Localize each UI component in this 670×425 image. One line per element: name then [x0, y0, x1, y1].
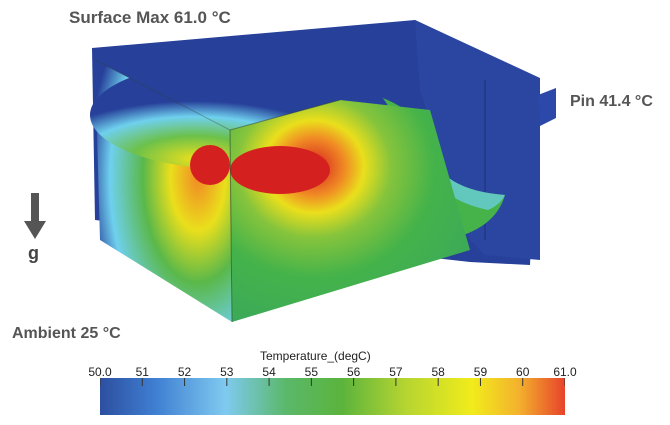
- colorbar-tick-label: 61.0: [553, 365, 577, 379]
- hot-spot-front: [230, 146, 330, 194]
- hot-spot-left: [190, 145, 230, 185]
- right-block: [415, 20, 540, 260]
- colorbar-tick-label: 52: [177, 365, 192, 379]
- colorbar-tick-label: 57: [389, 365, 403, 379]
- colorbar-tick-label: 59: [473, 365, 488, 379]
- pin-block: [538, 88, 556, 126]
- colorbar-tick-label: 53: [220, 365, 234, 379]
- pin-temperature-label: Pin 41.4 °C: [570, 93, 653, 110]
- gravity-label: g: [28, 243, 39, 263]
- front-face: [230, 100, 470, 322]
- colorbar-tick-label: 60: [516, 365, 530, 379]
- colorbar-tick-label: 58: [431, 365, 445, 379]
- surface-max-label: Surface Max 61.0 °C: [69, 8, 231, 27]
- ambient-label: Ambient 25 °C: [12, 325, 121, 342]
- colorbar-tick-label: 50.0: [88, 365, 112, 379]
- colorbar-tick-label: 51: [135, 365, 149, 379]
- colorbar-tick-label: 54: [262, 365, 276, 379]
- colorbar-title: Temperature_(degC): [260, 349, 371, 363]
- temperature-colorbar: [100, 378, 565, 415]
- colorbar-tick-label: 56: [346, 365, 361, 379]
- gravity-arrow-icon: [24, 193, 46, 239]
- colorbar-tick-label: 55: [304, 365, 319, 379]
